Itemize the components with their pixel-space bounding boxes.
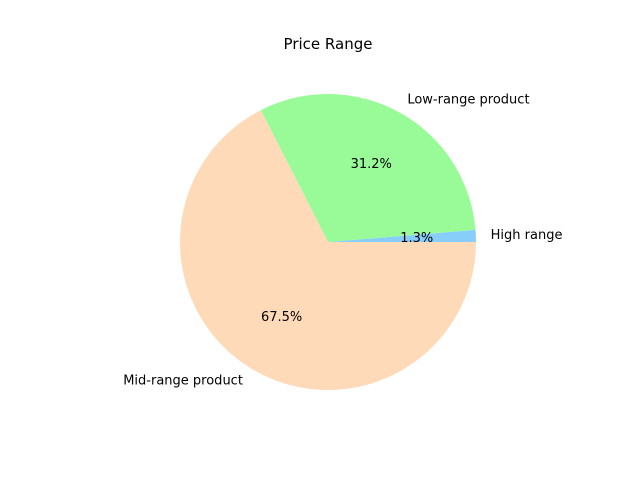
percent-label-high-range: 1.3% bbox=[400, 231, 433, 246]
pie-slice-high-range bbox=[328, 229, 476, 242]
chart-title: Price Range bbox=[284, 35, 373, 53]
pie-slices bbox=[180, 93, 477, 390]
percent-label-mid-range-product: 67.5% bbox=[261, 310, 302, 325]
pie-slice-low-range-product bbox=[260, 93, 476, 242]
slice-label-mid-range-product: Mid-range product bbox=[123, 373, 243, 388]
slice-label-low-range-product: Low-range product bbox=[407, 92, 529, 107]
pie-slice-mid-range-product bbox=[180, 110, 477, 390]
slice-label-high-range: High range bbox=[491, 228, 563, 243]
pie-labels: High range 1.3% Low-range product 31.2% Mid-… bbox=[123, 92, 562, 388]
percent-label-low-range-product: 31.2% bbox=[351, 157, 392, 172]
